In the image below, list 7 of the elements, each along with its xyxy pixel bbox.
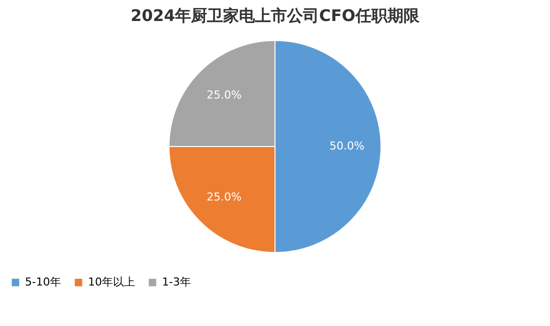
legend-label: 1-3年 xyxy=(162,276,191,289)
data-label: 25.0% xyxy=(206,190,242,204)
legend-label: 10年以上 xyxy=(88,276,135,289)
chart-title: 2024年厨卫家电上市公司CFO任职期限 xyxy=(130,6,420,25)
data-label: 50.0% xyxy=(330,140,364,152)
data-label: 25.0% xyxy=(206,88,242,102)
legend-label: 5-10年 xyxy=(25,276,61,289)
